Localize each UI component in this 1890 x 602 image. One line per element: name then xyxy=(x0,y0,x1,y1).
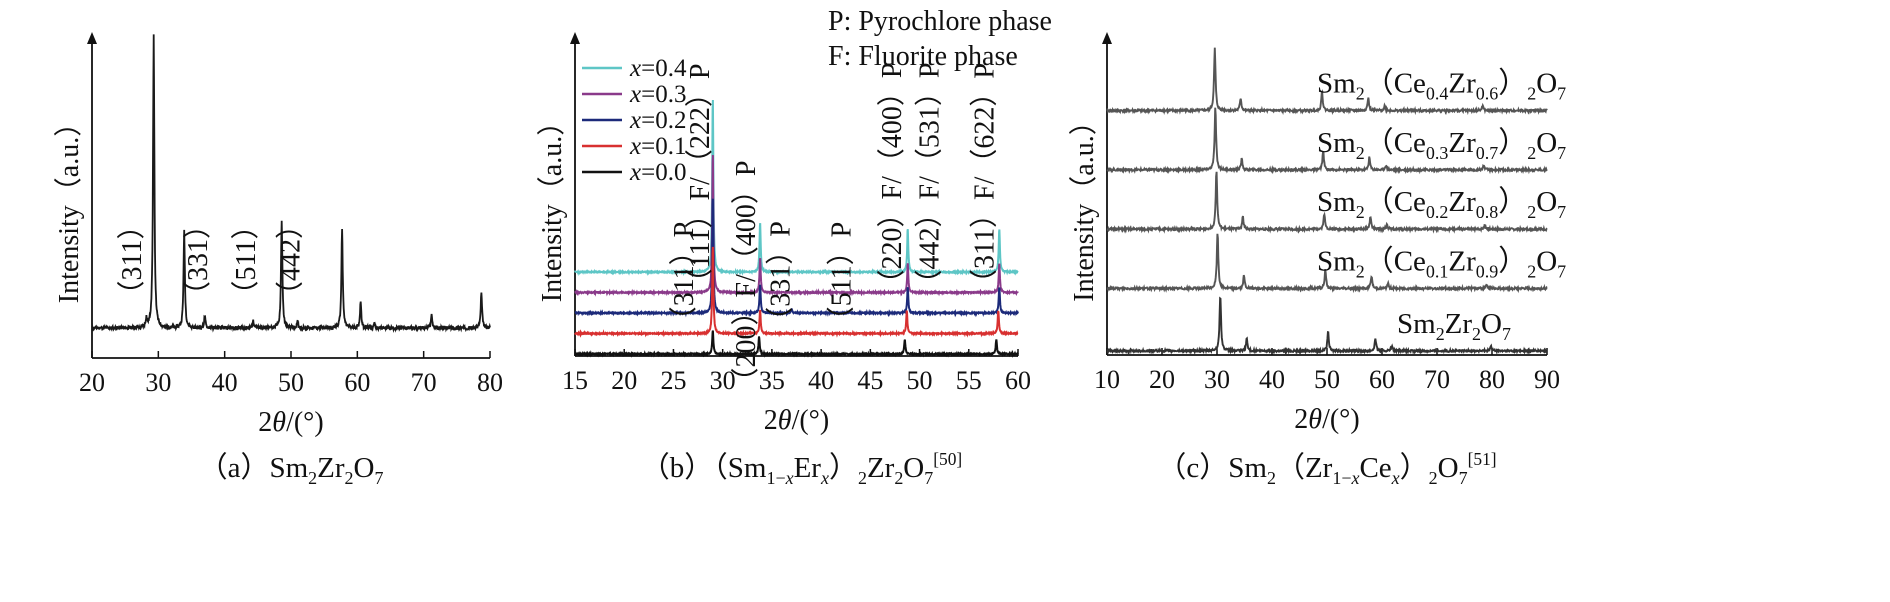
legend-label: x=0.0 xyxy=(629,159,686,186)
peak-label: （511） xyxy=(230,212,262,309)
x-tick-label: 50 xyxy=(907,366,933,395)
panel-caption: （c）Sm2（Zr1−xCex）2O7[51] xyxy=(1157,449,1496,488)
xrd-series-line xyxy=(574,99,1019,277)
series-composition-label: Sm2Zr2O7 xyxy=(1397,308,1511,344)
x-tick-label: 10 xyxy=(1094,365,1120,394)
y-axis-arrow xyxy=(87,32,97,44)
panel-b: 15 20 25 30 35 40 45 50 55 60 2θ/(°) Intensity（a.u.… xyxy=(536,6,1052,488)
x-tick-label: 40 xyxy=(1259,365,1285,394)
x-tick-label: 20 xyxy=(1149,365,1175,394)
x-tick-label: 45 xyxy=(857,366,883,395)
peak-label: （311） xyxy=(116,212,148,309)
legend-label: x=0.4 xyxy=(629,55,687,82)
peak-label: （442）F/（531）P xyxy=(913,63,945,298)
x-tick-label: 30 xyxy=(710,366,736,395)
x-tick-label: 35 xyxy=(759,366,785,395)
peak-label: （220）F/（400）P xyxy=(876,63,908,298)
panel-a: 20 30 40 50 60 70 80 2θ/(°) Intensity（a.u.） （311）… xyxy=(53,32,503,488)
x-tick-label: 70 xyxy=(411,368,437,397)
peak-label: （111）F/（222）P xyxy=(684,64,716,297)
legend-label: x=0.1 xyxy=(629,133,686,160)
x-tick-label: 60 xyxy=(344,368,370,397)
peak-label: （311）P xyxy=(668,222,700,335)
y-axis-arrow xyxy=(1102,32,1112,44)
peak-label: （331） xyxy=(182,211,214,309)
peak-label: （200）F/（400）P xyxy=(730,161,762,396)
x-axis-label: 2θ/(°) xyxy=(258,407,323,438)
xrd-series-line xyxy=(91,34,491,334)
x-tick-label: 70 xyxy=(1424,365,1450,394)
x-tick-label: 60 xyxy=(1005,366,1031,395)
phase-annotation: P: Pyrochlore phase xyxy=(828,6,1052,37)
peak-label: （442） xyxy=(275,211,307,309)
peak-label: （311）F/（622）P xyxy=(968,63,1000,297)
series-composition-label: Sm2（Ce0.2Zr0.8）2O7 xyxy=(1317,186,1566,222)
xrd-series-line xyxy=(574,155,1019,297)
x-tick-label: 20 xyxy=(79,368,105,397)
x-tick-label: 90 xyxy=(1534,365,1560,394)
x-tick-label: 20 xyxy=(611,366,637,395)
x-tick-label: 50 xyxy=(1314,365,1340,394)
x-axis-label: 2θ/(°) xyxy=(764,405,829,436)
x-tick-label: 25 xyxy=(660,366,686,395)
panel-caption: （a）Sm2Zr2O7 xyxy=(199,452,384,488)
panel-caption: （b）（Sm1−xErx）2Zr2O7[50] xyxy=(641,449,962,488)
xrd-series-line xyxy=(1106,107,1548,175)
xrd-series-line xyxy=(574,198,1019,318)
xrd-series-line xyxy=(1106,47,1548,116)
peak-label: （331）P xyxy=(765,221,797,335)
phase-annotation: F: Fluorite phase xyxy=(828,41,1018,72)
panel-c: 10 20 30 40 50 60 70 80 90 2θ/(°) Intensity（a.u.） S… xyxy=(1068,32,1566,488)
x-axis-label: 2θ/(°) xyxy=(1294,404,1359,435)
legend-label: x=0.2 xyxy=(629,107,686,134)
x-tick-label: 80 xyxy=(477,368,503,397)
legend-label: x=0.3 xyxy=(629,81,686,108)
x-tick-label: 30 xyxy=(1204,365,1230,394)
x-tick-label: 50 xyxy=(278,368,304,397)
x-tick-label: 40 xyxy=(808,366,834,395)
x-tick-label: 15 xyxy=(562,366,588,395)
x-tick-label: 80 xyxy=(1479,365,1505,394)
x-tick-label: 40 xyxy=(212,368,238,397)
y-axis-label: Intensity（a.u.） xyxy=(1068,107,1100,301)
y-axis-arrow xyxy=(570,32,580,44)
xrd-series-line xyxy=(574,246,1019,338)
series-composition-label: Sm2（Ce0.1Zr0.9）2O7 xyxy=(1317,245,1566,281)
y-axis-label: Intensity（a.u.） xyxy=(53,109,85,303)
series-composition-label: Sm2（Ce0.4Zr0.6）2O7 xyxy=(1317,68,1566,104)
x-tick-label: 30 xyxy=(145,368,171,397)
xrd-series-line xyxy=(1106,233,1548,294)
xrd-series-line xyxy=(1106,296,1548,356)
series-composition-label: Sm2（Ce0.3Zr0.7）2O7 xyxy=(1317,127,1566,163)
xrd-series-line xyxy=(1106,171,1548,234)
x-tick-label: 55 xyxy=(956,366,982,395)
y-axis-label: Intensity（a.u.） xyxy=(536,108,568,302)
xrd-series-line xyxy=(574,330,1019,358)
peak-label: （511）P xyxy=(826,222,858,335)
x-tick-label: 60 xyxy=(1369,365,1395,394)
